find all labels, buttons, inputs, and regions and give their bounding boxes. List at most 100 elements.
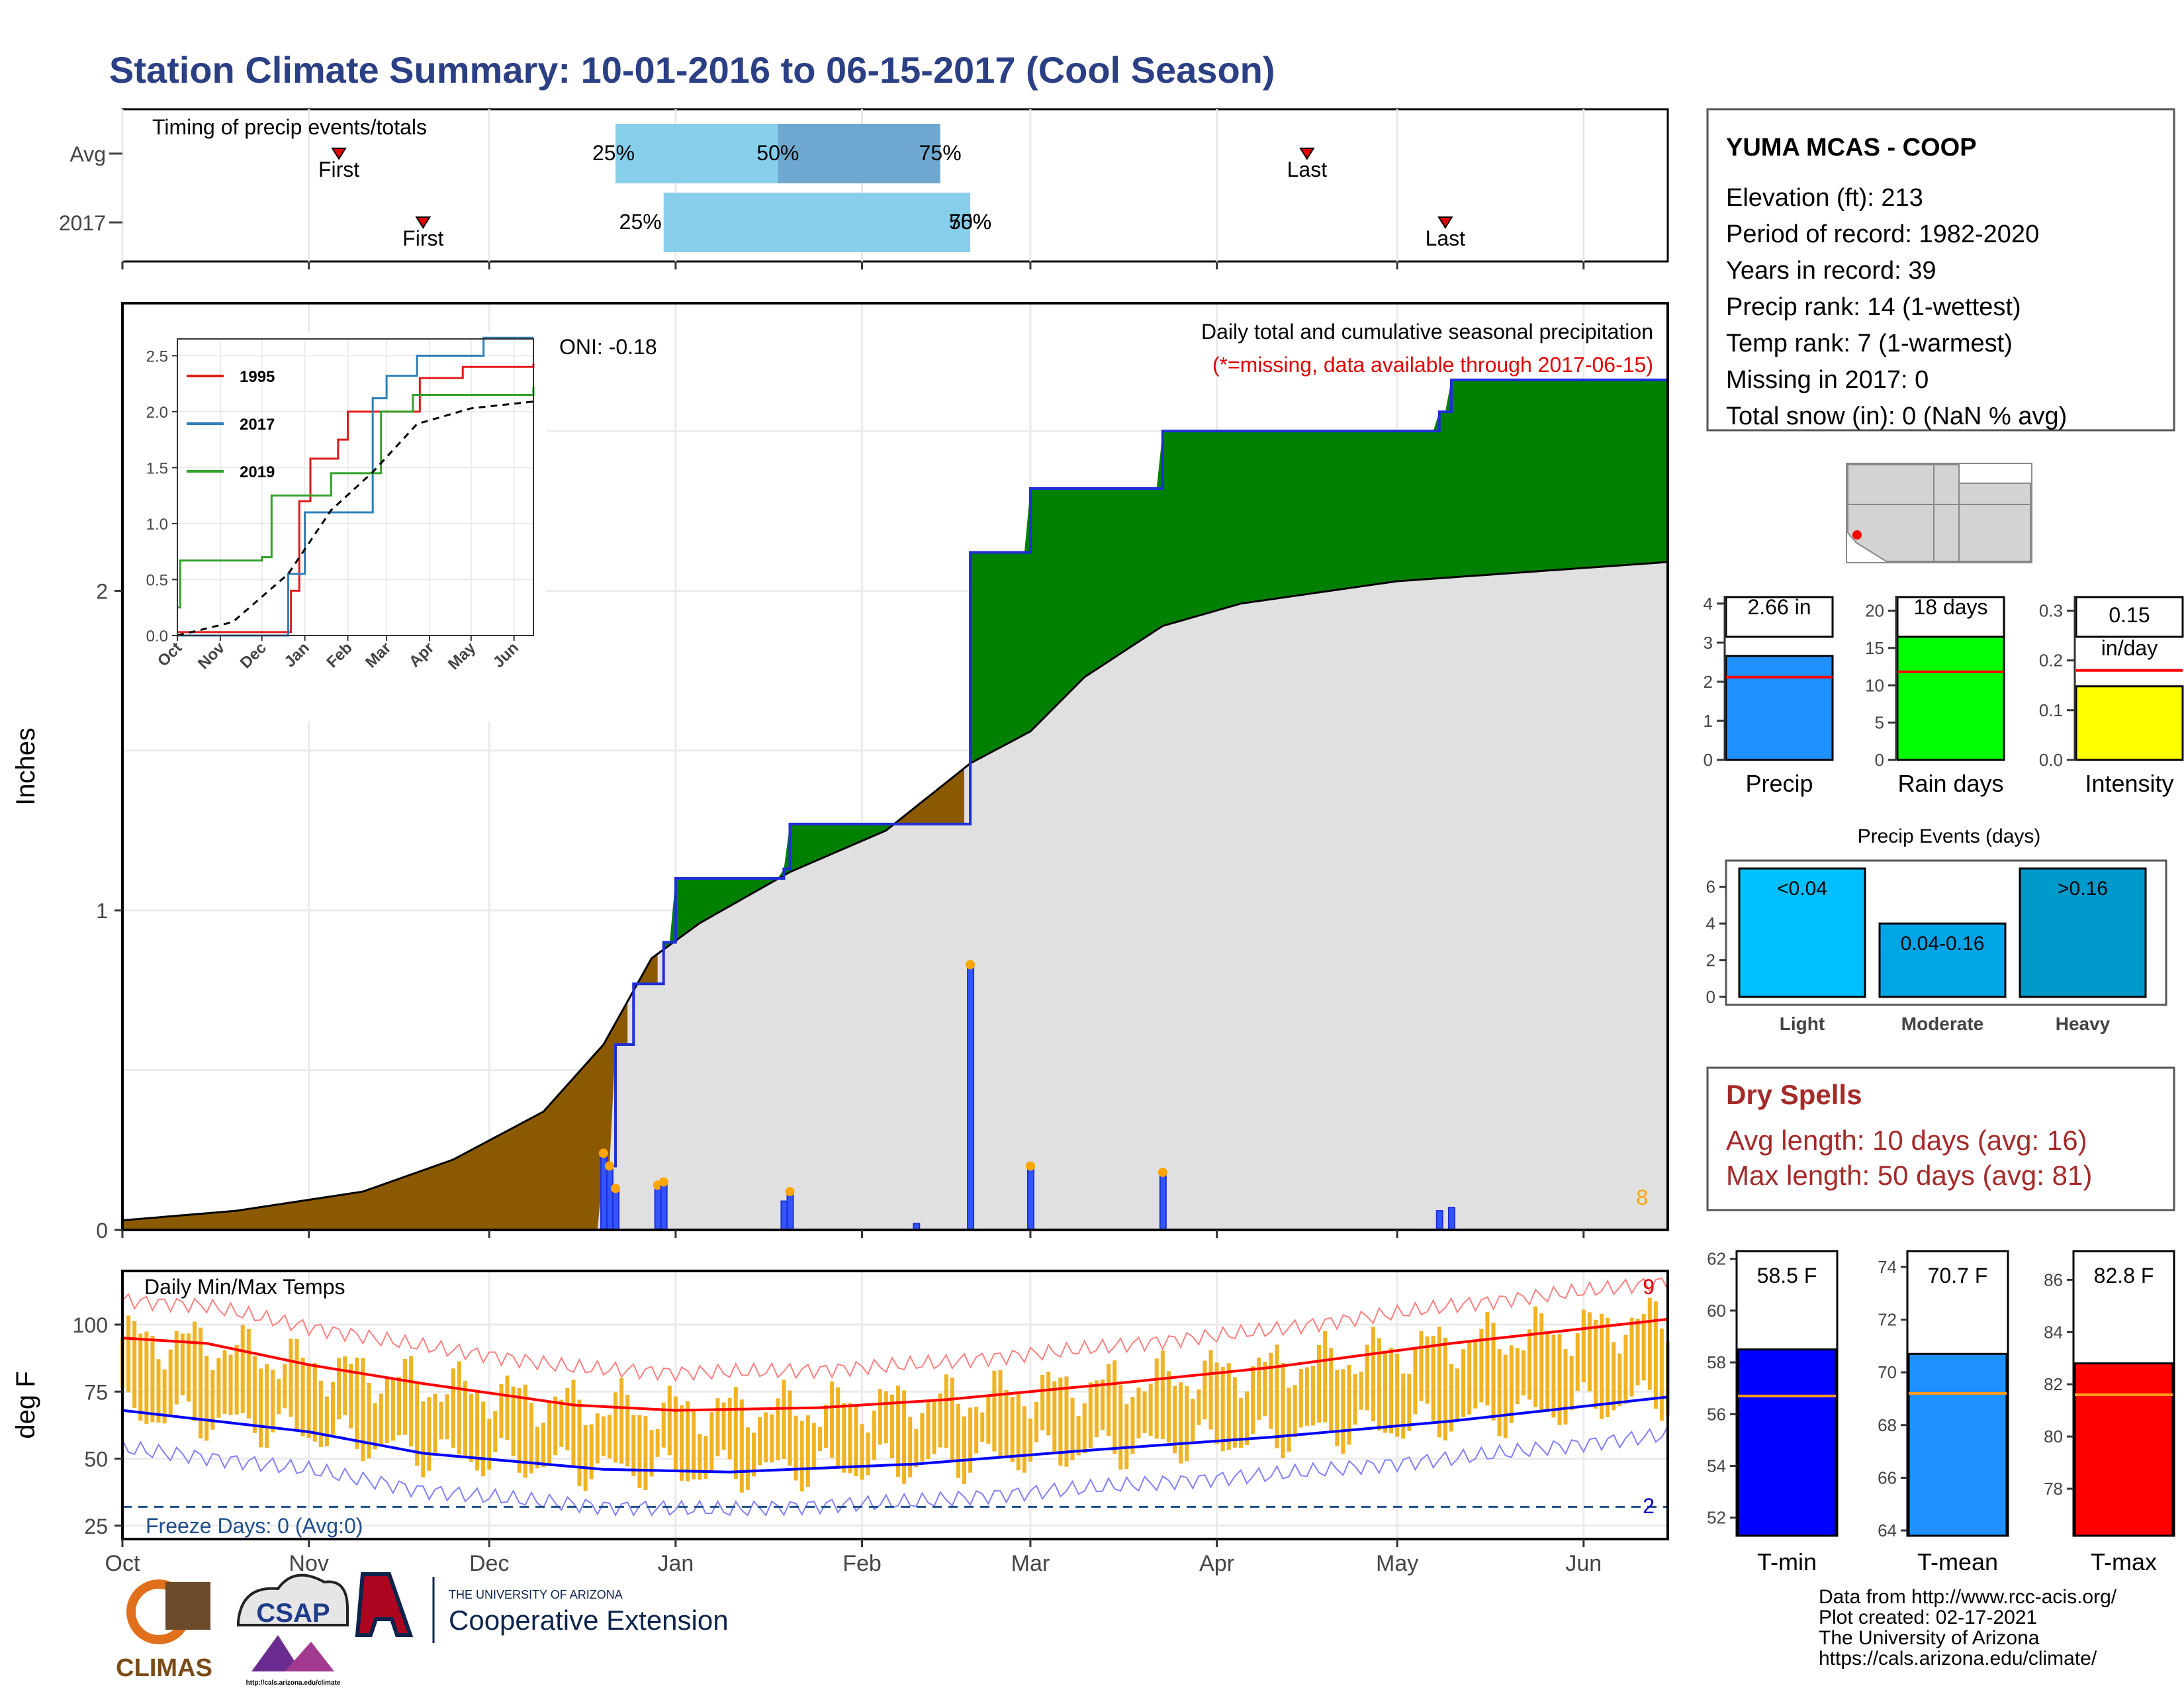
daily-temp-bar [385,1378,389,1443]
daily-temp-bar [643,1416,648,1491]
daily-temp-bar [956,1404,960,1478]
daily-temp-bar [944,1374,948,1448]
climas-logo-text: CLIMAS [116,1654,212,1682]
daily-precip-bar [660,1181,668,1231]
daily-temp-bar [595,1413,600,1464]
daily-temp-bar [799,1421,804,1492]
daily-temp-bar [199,1327,203,1439]
daily-temp-bar [1539,1313,1544,1411]
daily-temp-bar [481,1401,486,1477]
daily-temp-bar [1203,1360,1207,1419]
inset-ytick-label: 0.0 [146,628,168,645]
page-title: Station Climate Summary: 10-01-2016 to 0… [109,49,1275,91]
daily-temp-bar [1275,1344,1279,1448]
inset-series-line [177,336,533,637]
timing-q75-label: 75% [949,210,991,234]
footer-line: Plot created: 02-17-2021 [1819,1607,2037,1628]
daily-temp-bar [1606,1317,1610,1417]
daily-temp-bar [1647,1297,1652,1390]
daily-temp-bar [186,1333,191,1402]
station-info-line: Period of record: 1982-2020 [1726,220,2039,248]
daily-temp-bar [445,1394,449,1440]
daily-temp-bar [805,1415,810,1487]
daily-precip-bar [1159,1172,1167,1231]
daily-temp-bar [499,1383,504,1438]
daily-temp-bar [878,1389,882,1445]
station-info-line: Missing in 2017: 0 [1726,366,1929,394]
daily-temp-bar [1263,1361,1267,1417]
daily-temp-bar [830,1381,835,1458]
daily-temp-bar [1046,1372,1051,1436]
daily-temp-bar [1034,1401,1039,1442]
daily-temp-bar [535,1427,539,1469]
daily-temp-bar [758,1417,762,1466]
temp-bar-ytick-label: 54 [1707,1456,1726,1476]
daily-precip-marker [598,1149,608,1158]
intensity-bar [2075,685,2184,761]
timing-last-marker [1299,148,1315,160]
daily-temp-bar [1191,1399,1195,1444]
daily-temp-bar [126,1315,131,1393]
daily-temp-bar [842,1403,846,1473]
daily-temp-bar [1251,1366,1255,1434]
daily-temp-bar [1028,1418,1032,1462]
daily-temp-bar [1107,1364,1111,1436]
daily-temp-bar [517,1387,522,1473]
daily-precip-bar [612,1188,620,1231]
daily-temp-bar [1509,1345,1514,1423]
temp-bar-name: T-min [1757,1548,1817,1575]
daily-temp-bar [132,1321,137,1408]
daily-temp-bar [144,1331,149,1424]
daily-temp-bar [246,1329,251,1419]
daily-temp-bar [330,1382,335,1435]
daily-temp-bar [1076,1416,1081,1456]
raindays-name: Rain days [1897,770,2003,797]
temp-bar-ytick-label: 82 [2044,1374,2063,1394]
timing-label: Timing of precip events/totals [152,115,427,139]
daily-temp-bar [788,1390,792,1466]
daily-precip-bar [1447,1207,1455,1231]
station-info-line: Elevation (ft): 213 [1726,184,1923,212]
daily-temp-bar [824,1404,829,1448]
daily-temp-bar [1166,1371,1171,1443]
daily-temp-bar [222,1350,227,1414]
daily-temp-bar [1437,1327,1441,1438]
daily-temp-bar [295,1338,299,1430]
daily-temp-bar [1172,1385,1177,1454]
daily-precip-bar [780,1200,788,1231]
daily-temp-bar [817,1427,822,1451]
daily-temp-bar [1082,1403,1087,1454]
daily-temp-bar [162,1369,167,1424]
daily-temp-bar [938,1393,942,1448]
daily-temp-bar [493,1411,498,1452]
events-ytick-label: 0 [1706,987,1715,1007]
temp-bar-ytick-label: 84 [2044,1322,2063,1342]
daily-temp-bar [240,1325,245,1413]
daily-temp-bar [1449,1364,1453,1432]
daily-temp-bar [421,1401,426,1477]
main-count-label: 8 [1636,1186,1648,1209]
daily-temp-bar [764,1412,768,1462]
daily-temp-bar [337,1358,341,1420]
daily-precip-marker [785,1187,795,1197]
daily-temp-bar [1581,1309,1586,1383]
timing-first-label: First [318,158,359,181]
daily-temp-bar [884,1391,888,1444]
daily-temp-bar [541,1423,545,1468]
inset-legend-label: 2019 [240,463,275,481]
daily-temp-bar [1395,1353,1400,1437]
dry-spells-title: Dry Spells [1726,1079,1862,1110]
main-plot-frame [121,302,1669,1231]
daily-temp-bar [631,1415,636,1476]
daily-temp-bar [1347,1365,1351,1445]
avg-cumulative-area [122,562,1668,1230]
footer-line: https://cals.arizona.edu/climate/ [1819,1648,2097,1669]
inset-ytick-label: 0.5 [146,571,168,589]
temp-xtick-label: Dec [469,1551,509,1576]
daily-temp-bar [1533,1306,1538,1407]
daily-temp-bar [1040,1374,1045,1430]
inset-ytick-label: 1.5 [146,459,168,477]
daily-temp-bar [312,1363,317,1442]
daily-precip-marker [966,960,976,970]
csap-mountain-icon [251,1635,301,1671]
